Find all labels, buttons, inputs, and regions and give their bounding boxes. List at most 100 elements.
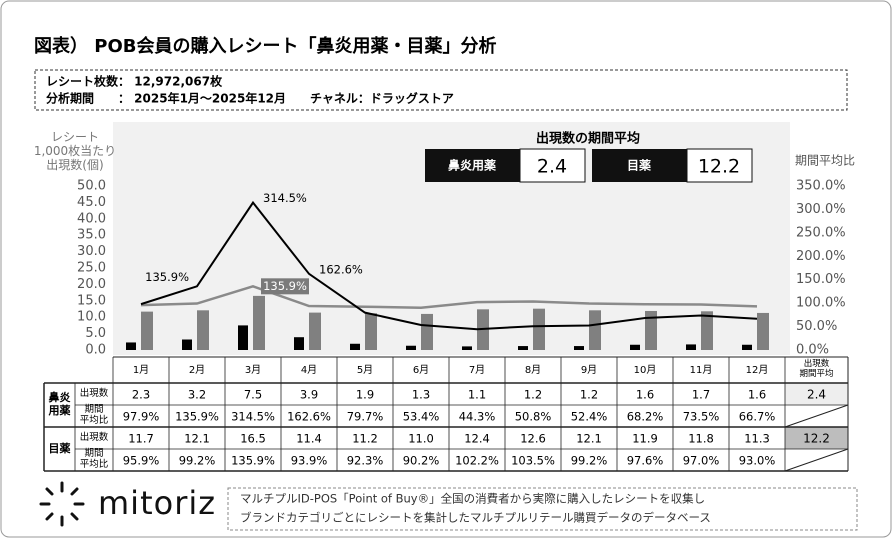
x-tick-label: 9月	[581, 364, 597, 376]
average-value: 12.2	[698, 156, 740, 178]
table-value: 99.2%	[571, 454, 608, 468]
table-value: 1.7	[692, 388, 710, 402]
group-label: 目薬	[48, 441, 71, 455]
bar	[253, 295, 265, 350]
table-value: 16.5	[240, 432, 266, 446]
y2-tick-label: 200.0%	[796, 249, 846, 264]
table-value: 73.5%	[683, 410, 720, 424]
footer-text: ブランドカテゴリごとにレシートを集計したマルチプルリテール購買データのデータベー…	[240, 511, 711, 525]
x-tick-label: 10月	[634, 364, 657, 376]
y2-tick-label: 100.0%	[796, 296, 846, 311]
bar	[126, 342, 136, 350]
table-value: 3.9	[300, 388, 318, 402]
average-title: 出現数の期間平均	[536, 131, 640, 147]
bar	[574, 346, 584, 350]
table-value: 12.1	[184, 432, 210, 446]
x-tick-label: 4月	[301, 364, 317, 376]
y2-tick-label: 0.0%	[796, 343, 829, 358]
table-value: 1.2	[580, 388, 598, 402]
x-tick-label: 8月	[525, 364, 541, 376]
bar	[365, 313, 377, 350]
table-value: 11.9	[632, 432, 658, 446]
bar	[533, 308, 545, 350]
x-tick-label: 7月	[469, 364, 485, 376]
table-value: 68.2%	[627, 410, 664, 424]
average-value-box	[519, 148, 586, 183]
y-tick-label: 20.0	[77, 277, 106, 292]
annotation: 162.6%	[319, 262, 363, 276]
table-value: 11.2	[352, 432, 378, 446]
y-axis-title: レシート 1,000枚当たり 出現数(個)	[33, 130, 117, 172]
table-value: 103.5%	[511, 454, 555, 468]
info-box	[34, 69, 848, 111]
x-tick-label: 1月	[133, 364, 149, 376]
x-tick-label: 12月	[746, 364, 769, 376]
table-value: 11.3	[744, 432, 770, 446]
y2-tick-label: 50.0%	[796, 319, 837, 334]
bar	[421, 313, 433, 350]
group-label: 鼻炎用薬	[48, 391, 71, 417]
table-value: 1.6	[636, 388, 654, 402]
table-header: 出現数 期間平均	[799, 359, 834, 379]
average-value: 2.4	[537, 156, 567, 178]
bar	[309, 312, 321, 350]
average-value-box	[686, 148, 753, 183]
table-value: 52.4%	[571, 410, 608, 424]
bar	[742, 344, 752, 350]
y-tick-label: 45.0	[77, 195, 106, 210]
y-tick-label: 10.0	[77, 310, 106, 325]
bar	[630, 344, 640, 350]
table-value: 79.7%	[347, 410, 384, 424]
table-value: 93.9%	[291, 454, 328, 468]
bar	[406, 345, 416, 350]
bar	[701, 311, 713, 350]
x-tick-label: 5月	[357, 364, 373, 376]
table-value: 50.8%	[515, 410, 552, 424]
table-value: 11.8	[688, 432, 714, 446]
table-value: 11.0	[408, 432, 434, 446]
table-value: 102.2%	[455, 454, 499, 468]
table-value: 1.9	[356, 388, 374, 402]
table-value: 90.2%	[403, 454, 440, 468]
table-value: 7.5	[244, 388, 262, 402]
table-value: 97.9%	[123, 410, 160, 424]
info-line: 分析期間 ： 2025年1月～2025年12月 チャネル：ドラッグストア	[46, 91, 454, 106]
table-value: 135.9%	[231, 454, 275, 468]
bar	[686, 344, 696, 350]
bar	[589, 310, 601, 350]
y-tick-label: 5.0	[85, 326, 106, 341]
table-value: 66.7%	[739, 410, 776, 424]
annotation: 314.5%	[263, 191, 307, 205]
y-tick-label: 30.0	[77, 244, 106, 259]
info-line: レシート枚数： 12,972,067枚	[46, 74, 223, 89]
y2-tick-label: 150.0%	[796, 272, 846, 287]
title: 図表） POB会員の購入レシート「鼻炎用薬・目薬」分析	[34, 35, 496, 57]
x-tick-label: 3月	[245, 364, 261, 376]
table-value: 162.6%	[287, 410, 331, 424]
bar	[462, 346, 472, 350]
average-cell-value: 12.2	[803, 432, 830, 446]
table-value: 1.3	[412, 388, 430, 402]
table-value: 53.4%	[403, 410, 440, 424]
average-cell	[785, 427, 848, 449]
line	[140, 285, 758, 309]
average-label-box	[592, 149, 687, 182]
row-label: 出現数	[79, 431, 109, 443]
table-value: 314.5%	[231, 410, 275, 424]
table-value: 135.9%	[175, 410, 219, 424]
table-value: 97.0%	[683, 454, 720, 468]
table-value: 2.3	[132, 388, 150, 402]
y2-tick-label: 350.0%	[796, 179, 846, 194]
y2-axis-title: 期間平均比	[795, 154, 855, 168]
y-tick-label: 40.0	[77, 211, 106, 226]
annotation: 135.9%	[263, 279, 307, 293]
bar	[350, 343, 360, 350]
line	[140, 200, 758, 331]
bar	[757, 312, 769, 350]
y-tick-label: 50.0	[77, 179, 106, 194]
table-value: 1.1	[468, 388, 486, 402]
table-value: 1.2	[524, 388, 542, 402]
y-tick-label: 35.0	[77, 228, 106, 243]
